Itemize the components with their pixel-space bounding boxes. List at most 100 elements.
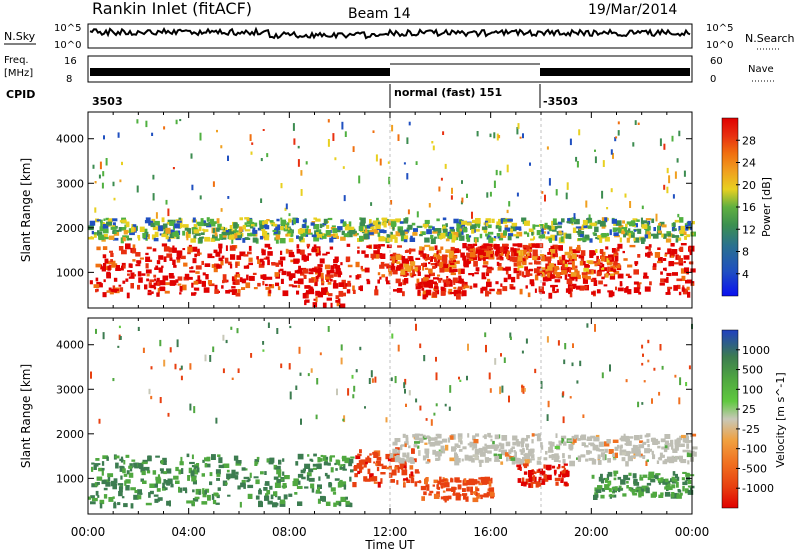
heatmap-cell — [612, 227, 617, 232]
heatmap-cell — [101, 470, 104, 476]
heatmap-cell — [520, 483, 524, 486]
heatmap-cell — [490, 438, 493, 442]
heatmap-cell — [498, 442, 502, 447]
heatmap-cell — [386, 466, 392, 470]
heatmap-cell — [388, 264, 391, 269]
heatmap-cell — [191, 500, 195, 505]
heatmap-cell — [310, 268, 316, 272]
heatmap-cell — [512, 243, 519, 247]
heatmap-cell — [639, 440, 644, 444]
heatmap-cell — [190, 153, 193, 159]
heatmap-cell — [395, 254, 402, 260]
heatmap-cell — [501, 385, 504, 393]
heatmap-cell — [471, 229, 475, 234]
heatmap-cell — [647, 359, 650, 363]
heatmap-cell — [254, 461, 259, 465]
heatmap-cell — [162, 457, 167, 462]
heatmap-cell — [495, 225, 500, 229]
heatmap-cell — [119, 220, 124, 223]
heatmap-cell — [317, 271, 321, 277]
heatmap-cell — [616, 263, 621, 269]
heatmap-cell — [680, 232, 684, 237]
heatmap-cell — [673, 228, 677, 231]
heatmap-cell — [196, 467, 200, 473]
heatmap-cell — [365, 229, 370, 235]
heatmap-cell — [622, 493, 627, 497]
heatmap-cell — [320, 276, 324, 282]
heatmap-cell — [651, 398, 653, 404]
heatmap-cell — [662, 258, 667, 261]
heatmap-cell — [440, 233, 446, 239]
heatmap-cell — [663, 233, 667, 239]
heatmap-cell — [532, 252, 538, 257]
heatmap-cell — [94, 463, 99, 467]
heatmap-cell — [181, 284, 187, 291]
heatmap-cell — [215, 502, 220, 505]
heatmap-cell — [509, 257, 513, 262]
heatmap-cell — [255, 479, 260, 485]
heatmap-cell — [591, 291, 596, 295]
heatmap-cell — [96, 482, 100, 485]
heatmap-cell — [545, 464, 552, 470]
heatmap-cell — [512, 441, 517, 446]
heatmap-cell — [372, 130, 375, 133]
heatmap-cell — [130, 503, 134, 509]
heatmap-cell — [482, 265, 488, 268]
heatmap-cell — [500, 443, 505, 450]
heatmap-cell — [123, 473, 128, 477]
heatmap-cell — [518, 441, 521, 447]
heatmap-cell — [671, 249, 678, 255]
heatmap-cell — [296, 244, 300, 249]
heatmap-cell — [145, 269, 152, 274]
heatmap-cell — [613, 477, 617, 481]
heatmap-cell — [257, 282, 261, 287]
heatmap-cell — [97, 495, 100, 498]
heatmap-cell — [676, 278, 683, 282]
heatmap-cell — [514, 451, 517, 458]
heatmap-cell — [654, 252, 661, 258]
heatmap-cell — [468, 455, 473, 460]
heatmap-cell — [287, 230, 293, 234]
heatmap-cell — [634, 435, 640, 441]
heatmap-cell — [419, 234, 423, 237]
heatmap-cell — [614, 234, 620, 238]
heatmap-cell — [377, 279, 380, 284]
heatmap-cell — [629, 244, 636, 248]
heatmap-cell — [195, 488, 202, 495]
cpid-value-1: 3503 — [92, 95, 123, 108]
heatmap-cell — [572, 265, 576, 270]
heatmap-cell — [561, 218, 565, 223]
heatmap-cell — [440, 445, 445, 452]
heatmap-cell — [453, 290, 459, 295]
heatmap-cell — [360, 265, 363, 270]
heatmap-cell — [450, 195, 453, 200]
heatmap-cell — [487, 291, 492, 295]
y-tick-label: 4000 — [56, 339, 84, 352]
heatmap-cell — [165, 282, 171, 286]
heatmap-cell — [433, 253, 439, 257]
heatmap-cell — [479, 249, 485, 256]
heatmap-cell — [177, 283, 182, 286]
heatmap-cell — [561, 470, 564, 476]
heatmap-cell — [345, 256, 351, 262]
freq-right-tick-bottom: 0 — [710, 74, 716, 85]
heatmap-cell — [376, 466, 380, 472]
heatmap-cell — [328, 293, 333, 297]
heatmap-cell — [297, 145, 300, 149]
heatmap-cell — [143, 466, 150, 471]
heatmap-cell — [652, 233, 659, 239]
heatmap-cell — [661, 365, 664, 370]
heatmap-cell — [156, 488, 161, 492]
heatmap-cell — [381, 465, 387, 469]
heatmap-cell — [516, 273, 520, 280]
heatmap-cell — [589, 450, 592, 454]
heatmap-cell — [451, 229, 455, 232]
heatmap-cell — [192, 469, 199, 475]
heatmap-cell — [648, 473, 655, 479]
heatmap-cell — [444, 497, 447, 503]
heatmap-cell — [102, 254, 107, 259]
heatmap-cell — [619, 237, 622, 243]
heatmap-cell — [481, 272, 486, 278]
heatmap-cell — [385, 276, 388, 282]
heatmap-cell — [615, 249, 618, 254]
